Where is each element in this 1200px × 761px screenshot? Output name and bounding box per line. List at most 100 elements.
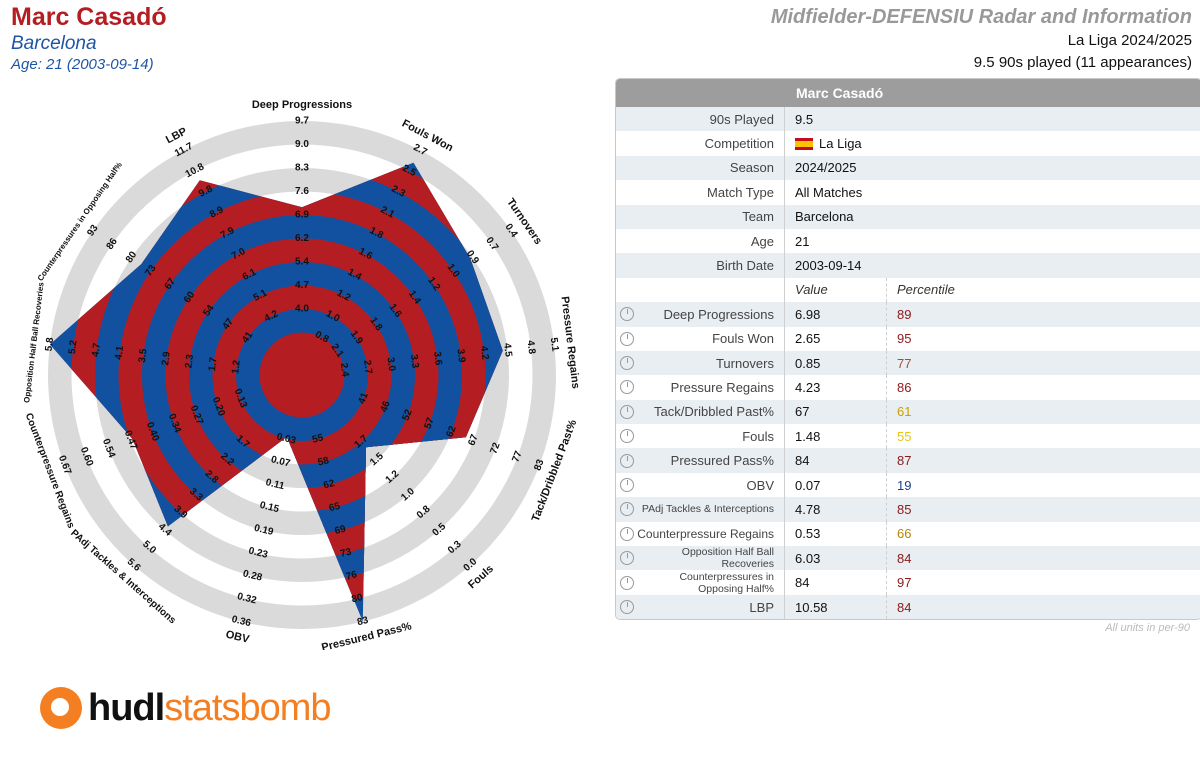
metric-label: Counterpressure Regains	[637, 526, 774, 541]
metric-row: Pressured Pass% 84 87	[616, 448, 1200, 473]
metric-value: 0.85	[785, 350, 887, 376]
info-value: La Liga	[785, 131, 887, 155]
tick-label: 69	[334, 524, 348, 537]
info-value-text: La Liga	[819, 136, 862, 152]
metric-percentile: 55	[897, 428, 912, 444]
metric-label: Pressure Regains	[670, 379, 774, 395]
spain-flag-icon	[795, 137, 813, 150]
info-label: Season	[616, 155, 785, 181]
info-value: Barcelona	[785, 205, 887, 229]
info-row: 90s Played 9.5	[616, 107, 1200, 132]
metric-label-cell: Pressure Regains	[616, 375, 785, 400]
team-name: Barcelona	[11, 33, 97, 54]
tick-label: 83	[532, 458, 546, 473]
metric-label: LBP	[749, 599, 774, 615]
info-label: Competition	[616, 131, 785, 156]
tick-label: 7.6	[295, 186, 309, 197]
metric-label-cell: Turnovers	[616, 350, 785, 376]
tick-label: 0.36	[230, 614, 252, 629]
clock-icon	[620, 526, 634, 541]
clock-icon	[620, 331, 634, 346]
tick-label: 6.2	[295, 233, 309, 244]
metric-value: 0.53	[785, 521, 887, 547]
metric-percentile: 61	[897, 404, 912, 420]
tick-label: 9.0	[295, 139, 309, 150]
metric-percentile: 87	[897, 453, 912, 469]
info-label: Age	[616, 228, 785, 254]
template-header: Midfielder-DEFENSIU Radar and Informatio…	[771, 4, 1192, 74]
tick-label: 41	[357, 391, 371, 406]
tick-label: 2.7	[361, 359, 374, 375]
info-row: Match Type All Matches	[616, 180, 1200, 205]
info-label: Match Type	[616, 180, 785, 205]
metric-row: OBV 0.07 19	[616, 472, 1200, 498]
info-value-text: 2024/2025	[795, 160, 857, 176]
metric-value: 84	[785, 570, 887, 595]
axis-label: Pressure Regains	[559, 296, 582, 390]
tick-label: 4.7	[295, 280, 309, 291]
tick-label: 5.2	[67, 339, 80, 355]
metric-percentile: 19	[897, 477, 912, 493]
metric-value: 67	[785, 399, 887, 425]
tick-label: 65	[328, 501, 342, 514]
info-value-text: 21	[795, 233, 810, 249]
metric-value: 84	[785, 448, 887, 473]
metric-label-cell: OBV	[616, 472, 785, 498]
tick-label: 2.9	[160, 351, 173, 367]
metric-label-cell: Fouls Won	[616, 326, 785, 351]
metric-value: 1.48	[785, 424, 887, 449]
tick-label: 57	[422, 416, 436, 431]
metric-label: OBV	[746, 477, 774, 493]
metric-label: Turnovers	[715, 355, 774, 371]
metric-label: Pressured Pass%	[670, 453, 774, 469]
metric-row: Turnovers 0.85 77	[616, 350, 1200, 376]
axis-label: Deep Progressions	[252, 99, 352, 111]
tick-label: 1.7	[207, 356, 220, 372]
tick-label: 3.9	[454, 348, 467, 364]
metric-label-cell: Counterpressure Regains	[616, 521, 785, 547]
tick-label: 58	[317, 455, 331, 468]
tick-label: 77	[510, 449, 524, 464]
info-value: 2024/2025	[785, 156, 887, 180]
metric-header-row: Value Percentile	[616, 277, 1200, 303]
tick-label: 0.11	[264, 477, 285, 492]
metric-percentile: 77	[897, 355, 912, 371]
tick-label: 4.2	[478, 345, 491, 361]
tick-label: 0.15	[259, 500, 281, 515]
metric-value: 6.98	[785, 302, 887, 327]
info-value-text: 9.5	[795, 111, 814, 127]
metric-row: Fouls Won 2.65 95	[616, 326, 1200, 351]
metric-label: Fouls Won	[712, 331, 774, 347]
tick-label: 2.3	[183, 353, 196, 369]
metric-row: Opposition Half Ball Recoveries 6.03 84	[616, 546, 1200, 571]
info-row: Competition La Liga	[616, 131, 1200, 156]
metric-percentile: 95	[897, 331, 912, 347]
units-note: All units in per-90	[1105, 622, 1190, 634]
hudl-statsbomb-logo: hudl statsbomb	[40, 683, 332, 733]
metric-value: 4.23	[785, 375, 887, 400]
tick-label: 6.9	[295, 210, 309, 221]
info-label: 90s Played	[616, 107, 785, 132]
metric-percentile: 97	[897, 575, 912, 591]
metric-label-cell: PAdj Tackles & Interceptions	[616, 497, 785, 522]
clock-icon	[620, 551, 634, 566]
metric-value: 10.58	[785, 594, 887, 620]
tick-label: 0.23	[247, 546, 269, 561]
percentile-header: Percentile	[897, 282, 955, 298]
tick-label: 67	[466, 433, 480, 448]
age-line: Age: 21 (2003-09-14)	[11, 56, 154, 73]
tick-label: 62	[445, 424, 459, 439]
tick-label: 1.2	[230, 359, 243, 375]
metric-label-cell: Pressured Pass%	[616, 448, 785, 473]
metric-percentile: 89	[897, 306, 912, 322]
metric-label-cell: Opposition Half Ball Recoveries	[616, 546, 785, 571]
metric-label-cell: LBP	[616, 594, 785, 620]
table-body: 90s Played 9.5 Competition La Liga Season 202…	[616, 107, 1200, 620]
tick-label: 3.5	[137, 348, 150, 364]
metric-percentile: 85	[897, 501, 912, 517]
metric-percentile: 86	[897, 379, 912, 395]
clock-icon	[620, 478, 634, 493]
tick-label: 0.32	[236, 591, 258, 606]
template-title: Midfielder-DEFENSIU Radar and Informatio…	[770, 6, 1192, 28]
tick-label: 3.3	[408, 354, 421, 370]
